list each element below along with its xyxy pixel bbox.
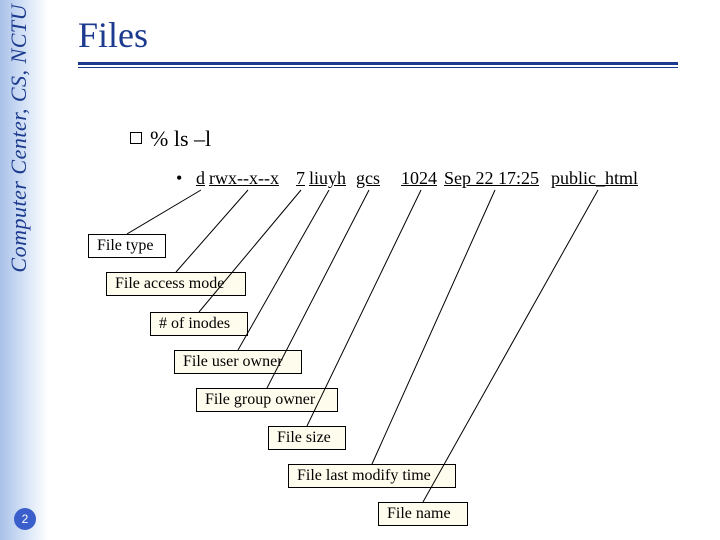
label-box-3: File user owner <box>174 350 302 374</box>
ls-part-7: public_html <box>551 168 638 189</box>
label-box-6: File last modify time <box>288 464 456 488</box>
sidebar-text: Computer Center, CS, NCTU <box>6 4 32 273</box>
ls-part-6: Sep 22 17:25 <box>444 168 539 189</box>
label-box-4: File group owner <box>196 388 338 412</box>
bullet-square-icon <box>130 132 142 144</box>
ls-part-0: d <box>196 168 205 189</box>
label-box-1: File access mode <box>106 272 246 296</box>
page-number: 2 <box>14 508 36 530</box>
ls-part-4: gcs <box>356 168 380 189</box>
label-box-7: File name <box>378 502 468 526</box>
ls-part-3: liuyh <box>309 168 346 189</box>
title-rule <box>78 62 678 68</box>
ls-part-5: 1024 <box>401 168 437 189</box>
command-text: % ls –l <box>150 126 211 152</box>
ls-part-2: 7 <box>296 168 305 189</box>
page-title: Files <box>78 14 148 56</box>
ls-part-1: rwx--x--x <box>209 168 279 189</box>
label-box-0: File type <box>88 234 166 258</box>
label-box-2: # of inodes <box>150 312 248 336</box>
sub-bullet: • <box>176 168 182 189</box>
connector-lines <box>0 0 720 540</box>
sidebar: Computer Center, CS, NCTU <box>0 0 48 540</box>
label-box-5: File size <box>268 426 346 450</box>
